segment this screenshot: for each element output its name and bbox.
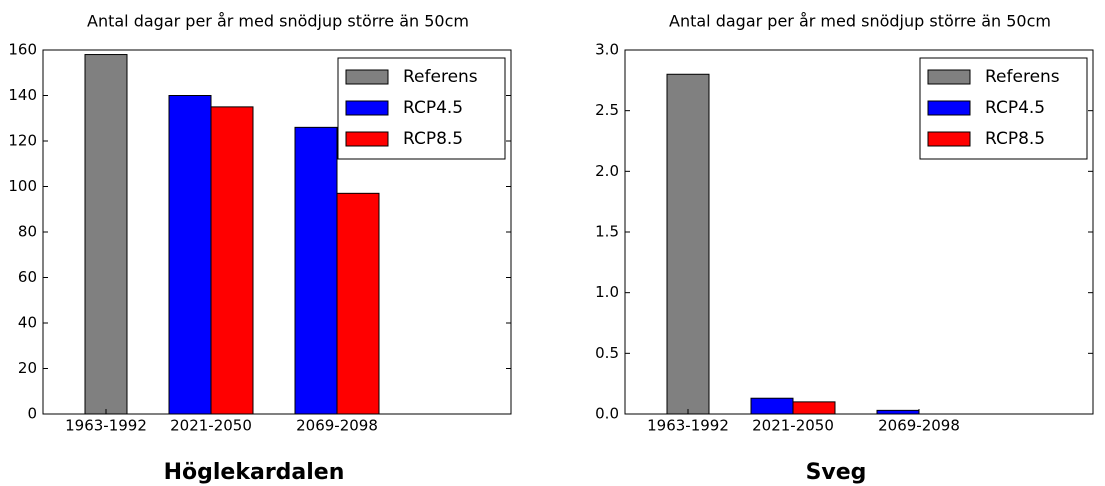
y-tick-label: 0.0 xyxy=(595,405,619,423)
legend-swatch xyxy=(927,69,971,85)
bar xyxy=(84,54,128,415)
y-tick-label: 0 xyxy=(27,405,37,423)
y-tick-label: 2.0 xyxy=(595,162,619,180)
y-tick-label: 100 xyxy=(8,177,37,195)
legend-label: RCP4.5 xyxy=(985,98,1045,118)
y-tick-label: 40 xyxy=(18,314,37,332)
legend-label: Referens xyxy=(403,67,478,87)
x-tick-label: 2021-2050 xyxy=(170,417,252,435)
x-tick-label: 2069-2098 xyxy=(296,417,378,435)
y-tick-label: 60 xyxy=(18,268,37,286)
legend-swatch xyxy=(345,69,389,85)
chart-title: Antal dagar per år med snödjup större än… xyxy=(87,12,469,31)
legend-swatch xyxy=(345,131,389,147)
bar xyxy=(876,409,920,415)
y-tick-label: 20 xyxy=(18,359,37,377)
legend-swatch xyxy=(927,131,971,147)
y-tick-label: 1.0 xyxy=(595,283,619,301)
chart-title: Antal dagar per år med snödjup större än… xyxy=(669,12,1051,31)
bar xyxy=(168,95,212,415)
y-tick-label: 120 xyxy=(8,132,37,150)
y-tick-label: 160 xyxy=(8,41,37,59)
y-tick-label: 1.5 xyxy=(595,223,619,241)
x-tick-label: 1963-1992 xyxy=(647,417,729,435)
bar xyxy=(792,401,836,415)
x-tick-label: 2069-2098 xyxy=(878,417,960,435)
axes-frame xyxy=(42,49,512,415)
legend-label: Referens xyxy=(985,67,1060,87)
bar xyxy=(336,192,380,415)
legend-label: RCP8.5 xyxy=(985,129,1045,149)
y-tick-label: 140 xyxy=(8,86,37,104)
bar xyxy=(294,126,338,415)
bar xyxy=(210,106,254,415)
axes-frame xyxy=(624,49,1094,415)
bar xyxy=(666,73,710,415)
y-tick-label: 3.0 xyxy=(595,41,619,59)
bar xyxy=(750,397,794,415)
legend-swatch xyxy=(927,100,971,116)
legend-label: RCP4.5 xyxy=(403,98,463,118)
x-tick-label: 1963-1992 xyxy=(65,417,147,435)
y-tick-label: 2.5 xyxy=(595,101,619,119)
chart-subtitle: Höglekardalen xyxy=(164,460,345,485)
y-tick-label: 80 xyxy=(18,223,37,241)
chart-subtitle: Sveg xyxy=(806,460,867,485)
legend-label: RCP8.5 xyxy=(403,129,463,149)
legend-swatch xyxy=(345,100,389,116)
y-tick-label: 0.5 xyxy=(595,344,619,362)
x-tick-label: 2021-2050 xyxy=(752,417,834,435)
